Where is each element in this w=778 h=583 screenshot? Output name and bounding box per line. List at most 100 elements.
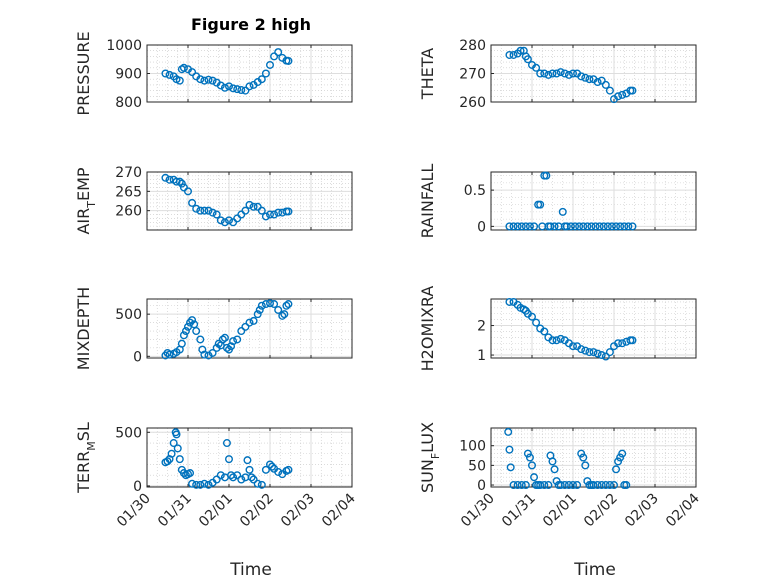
- data-point: [569, 342, 578, 351]
- data-point: [284, 207, 293, 216]
- x-tick-label: 02/02: [237, 491, 277, 531]
- data-point: [196, 480, 205, 489]
- data-point: [575, 222, 584, 231]
- panel-h2omixra: 1 2 H2OMIXRA: [418, 286, 697, 372]
- axes-box: [490, 171, 697, 231]
- data-point: [589, 481, 598, 490]
- data-point: [227, 342, 236, 351]
- data-point: [607, 222, 616, 231]
- axes-box: [146, 171, 353, 231]
- data-point: [188, 198, 197, 207]
- data-point: [196, 206, 205, 215]
- data-point: [192, 327, 201, 336]
- data-point: [536, 481, 545, 490]
- data-point: [519, 305, 528, 314]
- data-point: [200, 206, 209, 215]
- data-point: [581, 346, 590, 355]
- data-point: [509, 481, 518, 490]
- data-point: [261, 300, 270, 309]
- data-point: [614, 339, 623, 348]
- axes-box: [146, 298, 353, 359]
- data-point: [188, 68, 197, 77]
- y-tick-label: 500: [115, 307, 142, 323]
- data-point: [612, 222, 621, 231]
- data-point: [196, 335, 205, 344]
- y-axis-label: TERRMSL: [74, 422, 98, 494]
- y-tick-label: 800: [115, 95, 142, 111]
- data-point: [268, 462, 277, 471]
- y-axis-label: MIXDEPTH: [74, 287, 93, 370]
- data-point: [181, 327, 190, 336]
- data-point: [233, 335, 242, 344]
- data-point: [261, 69, 270, 78]
- y-tick-label: 270: [459, 67, 486, 83]
- y-tick-label: 500: [115, 425, 142, 441]
- data-point: [167, 449, 176, 458]
- data-point: [556, 481, 565, 490]
- data-point: [165, 70, 174, 79]
- data-point: [266, 210, 275, 219]
- data-point: [540, 481, 549, 490]
- data-point: [548, 69, 557, 78]
- data-point: [618, 339, 627, 348]
- x-tick-label: 02/03: [622, 491, 662, 531]
- y-tick-label: 265: [115, 184, 142, 200]
- data-point: [216, 471, 225, 480]
- data-point: [513, 222, 522, 231]
- x-tick-label: 01/31: [155, 491, 195, 531]
- data-point: [628, 222, 637, 231]
- data-point: [560, 481, 569, 490]
- data-point: [212, 210, 221, 219]
- data-point: [593, 349, 602, 358]
- data-point: [163, 457, 172, 466]
- data-point: [257, 75, 266, 84]
- y-axis-label: H2OMIXRA: [418, 286, 437, 372]
- data-point: [257, 206, 266, 215]
- data-point: [544, 70, 553, 79]
- axes-box: [146, 427, 353, 488]
- data-point: [532, 63, 541, 72]
- data-point: [569, 481, 578, 490]
- data-point: [208, 348, 217, 357]
- x-tick-label: 02/01: [540, 491, 580, 531]
- data-point: [564, 481, 573, 490]
- data-point: [245, 465, 254, 474]
- data-point: [589, 348, 598, 357]
- x-tick-label: 02/04: [319, 490, 359, 530]
- y-axis-label: THETA: [418, 48, 437, 100]
- data-point: [552, 69, 561, 78]
- data-point: [595, 222, 604, 231]
- data-point: [605, 348, 614, 357]
- data-point: [536, 69, 545, 78]
- data-point: [253, 479, 262, 488]
- data-point: [241, 206, 250, 215]
- data-point: [550, 222, 559, 231]
- data-point: [556, 68, 565, 77]
- data-point: [505, 50, 514, 59]
- data-point: [214, 339, 223, 348]
- data-point: [610, 481, 619, 490]
- data-point: [183, 187, 192, 196]
- x-tick-label: 01/30: [458, 491, 498, 531]
- data-point: [278, 311, 287, 320]
- data-point: [237, 327, 246, 336]
- x-tick-label: 02/02: [581, 491, 621, 531]
- data-point: [509, 50, 518, 59]
- data-point: [257, 480, 266, 489]
- y-tick-label: 100: [459, 439, 486, 455]
- data-point: [540, 69, 549, 78]
- data-point: [222, 439, 231, 448]
- data-point: [579, 453, 588, 462]
- data-point: [216, 216, 225, 225]
- data-point: [175, 76, 184, 85]
- data-point: [188, 479, 197, 488]
- panel-terr-msl: 0 500 TERRMSL 01/30 01/31 02/01 02/02 02/03 02/0…: [74, 422, 359, 530]
- data-point: [562, 222, 571, 231]
- panel-mixdepth: 0 500 MIXDEPTH: [74, 287, 353, 370]
- figure-title: Figure 2 high: [191, 15, 311, 34]
- data-point: [506, 463, 515, 472]
- data-point: [593, 481, 602, 490]
- data-point: [523, 55, 532, 64]
- y-tick-label: 260: [115, 204, 142, 220]
- data-point: [530, 222, 539, 231]
